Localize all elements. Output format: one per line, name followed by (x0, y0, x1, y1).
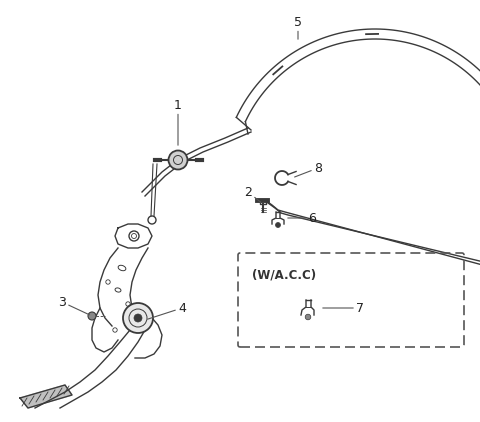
Text: 2: 2 (244, 186, 261, 202)
Text: 8: 8 (295, 162, 322, 177)
Text: 4: 4 (148, 301, 186, 319)
Text: 6: 6 (288, 211, 316, 225)
Circle shape (305, 314, 311, 320)
Circle shape (123, 303, 153, 333)
Text: (W/A.C.C): (W/A.C.C) (252, 268, 316, 281)
Text: 7: 7 (323, 301, 364, 314)
Text: 1: 1 (174, 98, 182, 145)
Text: 3: 3 (58, 295, 89, 315)
Circle shape (168, 151, 188, 170)
Circle shape (134, 314, 142, 322)
Polygon shape (20, 385, 72, 408)
Circle shape (88, 312, 96, 320)
Text: 5: 5 (294, 16, 302, 39)
Circle shape (276, 222, 280, 227)
